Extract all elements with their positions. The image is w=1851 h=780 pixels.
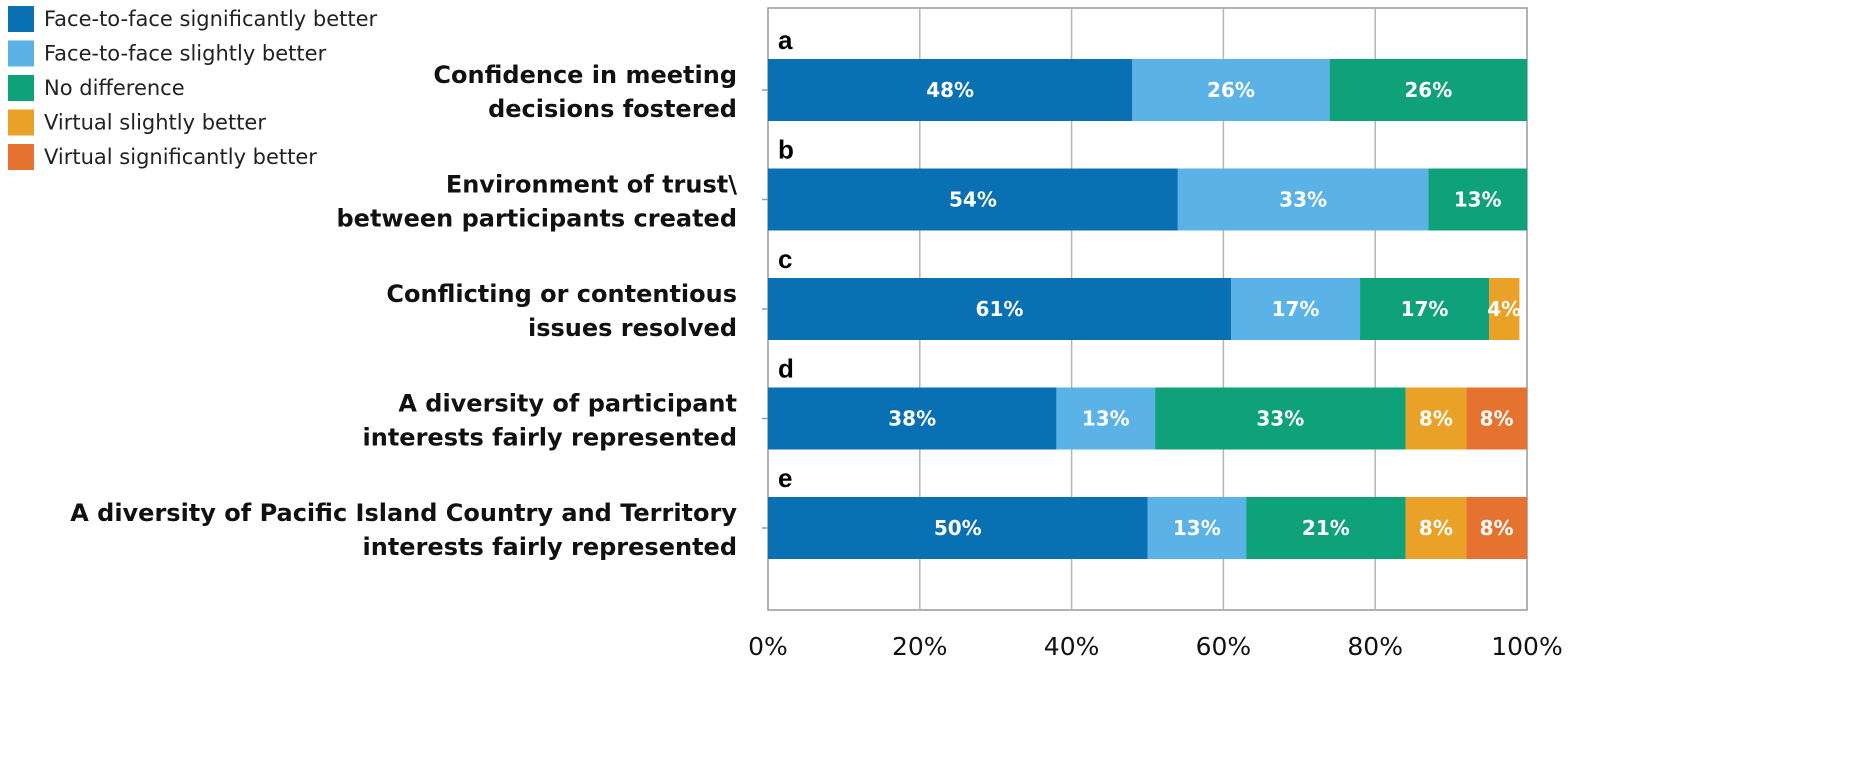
data-label: 8%	[1419, 516, 1453, 540]
category-label: interests fairly represented	[363, 533, 737, 561]
bar-segment	[1405, 497, 1467, 559]
legend-label: Virtual slightly better	[44, 111, 266, 135]
category-label: A diversity of participant	[398, 390, 737, 418]
data-label: 8%	[1419, 407, 1453, 431]
bar-segment	[1132, 59, 1330, 121]
data-label: 8%	[1480, 407, 1514, 431]
data-label: 26%	[1207, 78, 1255, 102]
bar-segment	[1147, 497, 1247, 559]
category-labels: a Confidence in meeting decisions fostered…	[70, 25, 794, 561]
legend-label: Virtual significantly better	[44, 145, 317, 169]
bar-segment	[1177, 168, 1429, 231]
data-label: 4%	[1487, 297, 1521, 321]
category-label: between participants created	[337, 205, 738, 233]
legend-label: Face-to-face slightly better	[44, 42, 327, 66]
legend-label: No difference	[44, 76, 185, 100]
x-tick-label: 20%	[892, 632, 948, 661]
bar-segment	[1155, 387, 1406, 450]
data-label: 48%	[926, 78, 974, 102]
data-label: 33%	[1256, 407, 1304, 431]
panel-letter: d	[778, 354, 794, 384]
bar-segment	[1230, 278, 1361, 340]
bar-segment	[768, 168, 1178, 231]
data-label: 50%	[934, 516, 982, 540]
bar-segment	[768, 387, 1057, 450]
data-label: 33%	[1279, 188, 1327, 212]
bar-segment	[1428, 168, 1527, 231]
x-tick-label: 0%	[748, 632, 788, 661]
category-label: A diversity of Pacific Island Country an…	[70, 499, 737, 527]
category-label: Confidence in meeting	[433, 61, 737, 89]
category-label: decisions fostered	[488, 95, 737, 123]
x-axis: 0% 20% 40% 60% 80% 100%	[748, 632, 1563, 661]
category-label: Conflicting or contentious	[386, 280, 737, 308]
data-label: 17%	[1401, 297, 1449, 321]
bars: 48% 26% 26% 54% 33% 13% 61% 17% 17% 4% 38% 13% 33% 8%…	[768, 59, 1527, 559]
data-label: 38%	[888, 407, 936, 431]
data-label: 61%	[976, 297, 1024, 321]
x-tick-label: 100%	[1491, 632, 1562, 661]
bar-segment	[768, 59, 1133, 121]
data-label: 13%	[1173, 516, 1221, 540]
bar-segment	[1056, 387, 1156, 450]
category-label: interests fairly represented	[363, 424, 737, 452]
legend-label: Face-to-face significantly better	[44, 7, 378, 31]
legend: Face-to-face significantly better Face-to…	[8, 6, 378, 170]
legend-swatch	[8, 144, 34, 170]
panel-letter: b	[778, 135, 794, 165]
bar-segment	[1489, 278, 1520, 340]
x-tick-label: 60%	[1196, 632, 1252, 661]
data-label: 8%	[1480, 516, 1514, 540]
bar-segment	[768, 278, 1231, 340]
bar-segment	[1466, 497, 1527, 559]
category-label: Environment of trust\	[446, 171, 737, 199]
x-tick-label: 40%	[1044, 632, 1100, 661]
legend-swatch	[8, 75, 34, 101]
panel-letter: c	[778, 244, 792, 274]
data-label: 26%	[1404, 78, 1452, 102]
bar-segment	[1405, 387, 1467, 450]
data-label: 13%	[1454, 188, 1502, 212]
x-tick-label: 80%	[1347, 632, 1403, 661]
bar-segment	[1246, 497, 1406, 559]
legend-swatch	[8, 6, 34, 32]
data-label: 13%	[1082, 407, 1130, 431]
legend-swatch	[8, 109, 34, 136]
data-label: 17%	[1272, 297, 1320, 321]
data-label: 54%	[949, 188, 997, 212]
data-label: 21%	[1302, 516, 1350, 540]
panel-letter: e	[778, 463, 792, 493]
bar-segment	[1360, 278, 1490, 340]
category-label: issues resolved	[528, 314, 737, 342]
bar-segment	[768, 497, 1148, 559]
bar-segment	[1329, 59, 1527, 121]
legend-swatch	[8, 40, 34, 67]
panel-letter: a	[778, 25, 793, 55]
bar-segment	[1466, 387, 1527, 450]
